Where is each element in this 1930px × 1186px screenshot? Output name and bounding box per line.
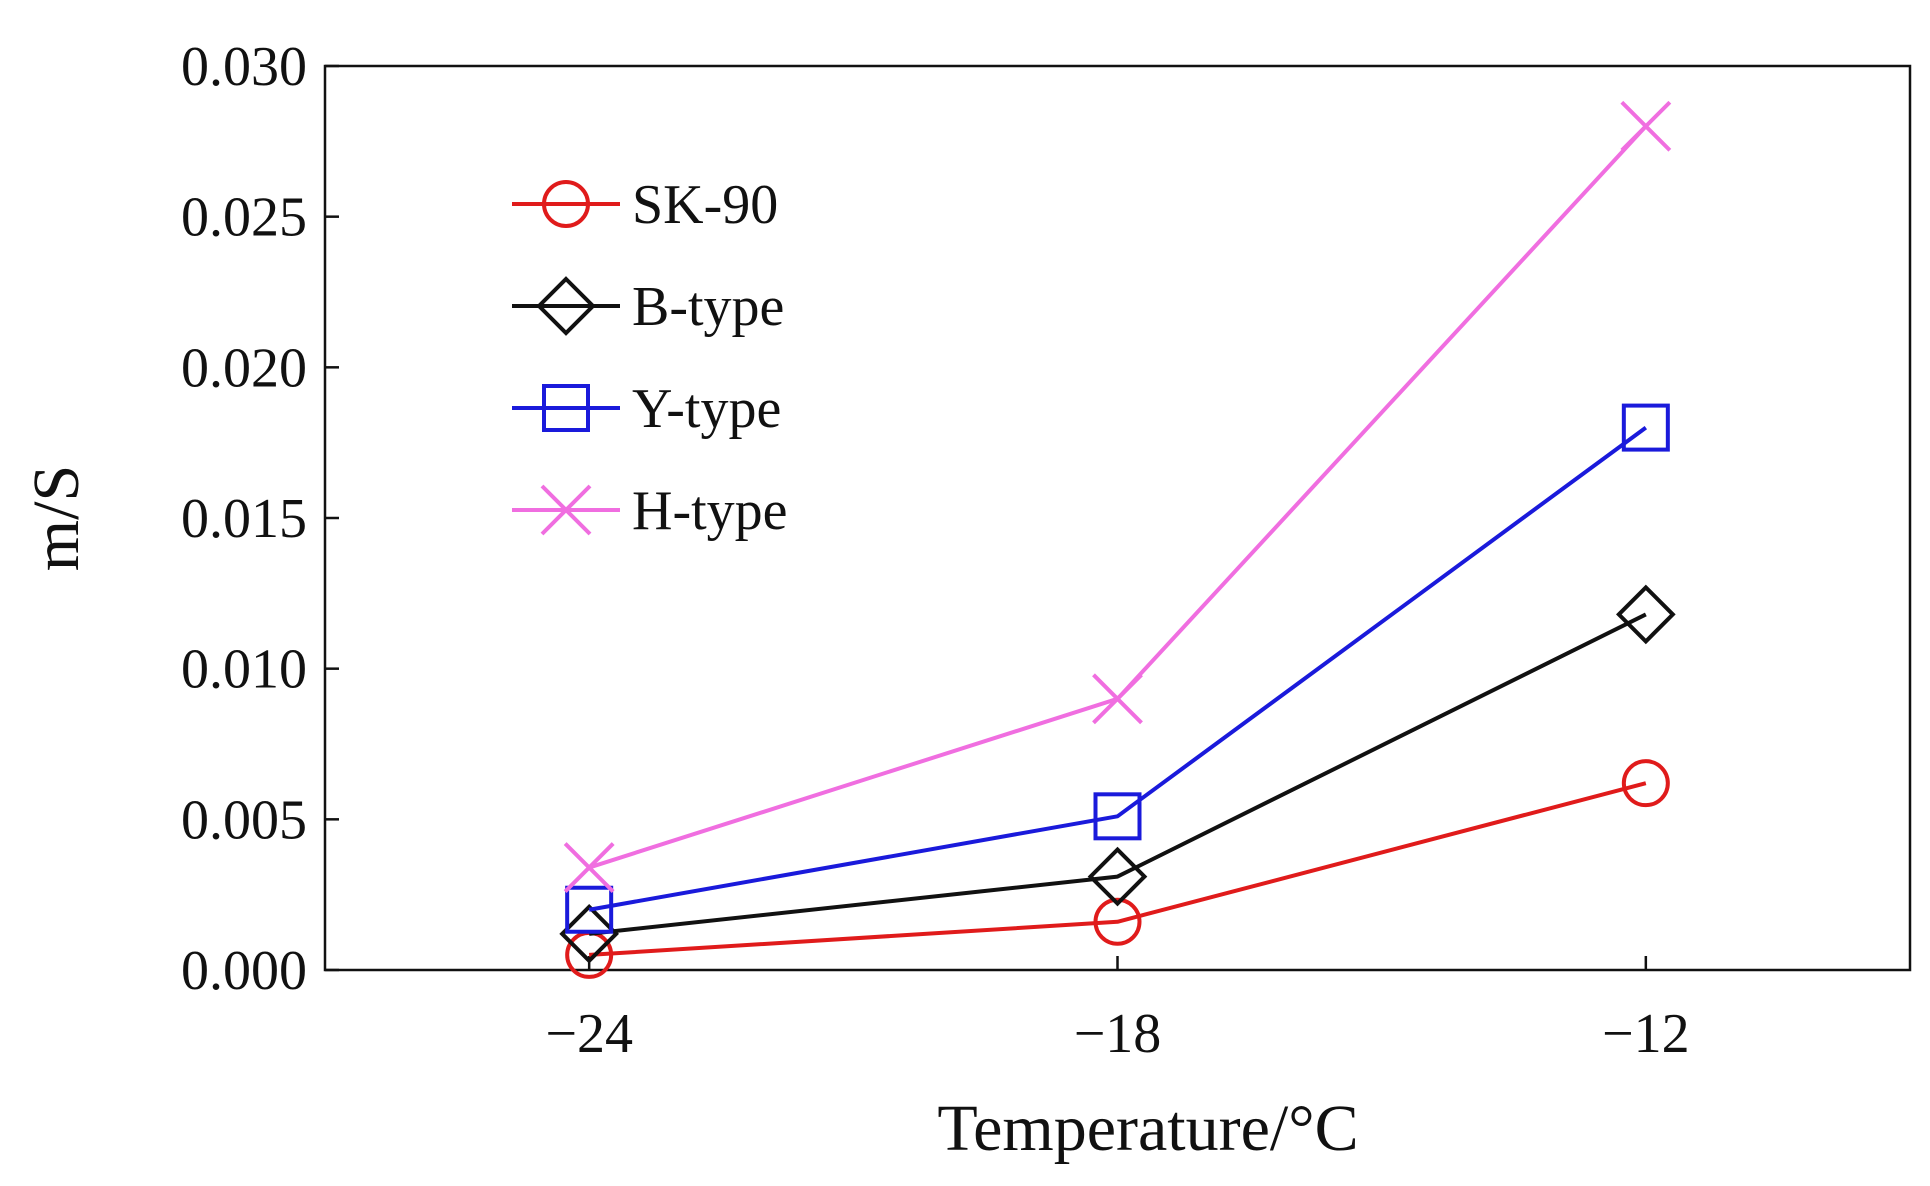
data-point-b-type [559, 904, 619, 964]
legend-marker [542, 180, 590, 228]
data-point-h-type [1092, 673, 1143, 725]
series-y-type [565, 403, 1670, 934]
data-point-sk-90 [1093, 897, 1142, 946]
x-tick-label: −12 [1602, 1003, 1690, 1065]
legend-label: Y-type [632, 378, 781, 440]
legend-marker [542, 384, 590, 432]
series-line-y-type [588, 425, 1648, 912]
legend-label: SK-90 [632, 174, 778, 236]
y-tick-label: 0.025 [181, 187, 307, 249]
legend-marker [536, 276, 596, 336]
legend: SK-90 B-type Y-type H-type [512, 174, 788, 542]
data-point-y-type [1093, 792, 1142, 841]
x-tick-label: −24 [545, 1003, 633, 1065]
y-axis-title: m/S [20, 465, 93, 571]
legend-entry-y-type: Y-type [512, 378, 781, 440]
y-tick-label: 0.020 [181, 337, 307, 399]
series-h-type [563, 100, 1672, 893]
series-sk-90 [565, 759, 1670, 979]
series-layer [559, 100, 1676, 979]
legend-entry-h-type: H-type [512, 480, 788, 542]
plot-area-frame [323, 64, 1912, 972]
legend-label: H-type [632, 480, 788, 542]
series-line-b-type [588, 612, 1647, 936]
y-tick-label: 0.015 [181, 488, 307, 550]
x-tick-label: −18 [1074, 1003, 1162, 1065]
x-axis: −24 −18 −12 [545, 956, 1690, 1065]
legend-entry-sk-90: SK-90 [512, 174, 778, 236]
data-point-y-type [1621, 403, 1670, 452]
legend-label: B-type [632, 276, 784, 338]
y-axis: 0.000 0.005 0.010 0.015 0.020 0.025 0.030 [181, 36, 339, 1002]
series-b-type [559, 584, 1676, 964]
y-tick-label: 0.010 [181, 639, 307, 701]
y-tick-label: 0.005 [181, 789, 307, 851]
data-point-sk-90 [1621, 759, 1670, 808]
data-point-h-type [563, 842, 615, 893]
data-point-b-type [1616, 584, 1676, 645]
data-point-h-type [1620, 100, 1672, 152]
x-axis-title: Temperature/°C [937, 1092, 1358, 1165]
legend-entry-b-type: B-type [512, 276, 784, 338]
legend-marker [540, 484, 592, 536]
y-tick-label: 0.030 [181, 36, 307, 98]
series-line-sk-90 [589, 781, 1647, 957]
data-point-y-type [565, 885, 614, 934]
data-point-b-type [1087, 846, 1148, 907]
y-tick-label: 0.000 [181, 940, 307, 1002]
